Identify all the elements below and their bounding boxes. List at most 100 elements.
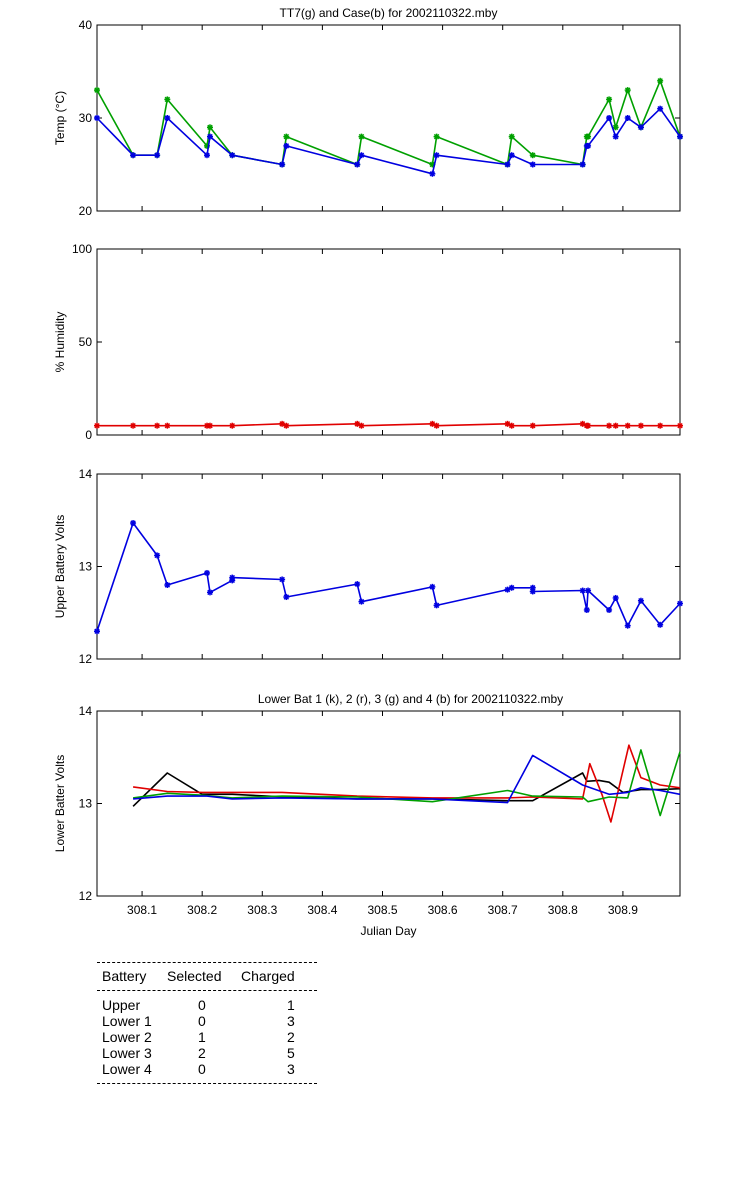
data-point-stroke: [94, 628, 100, 634]
data-point-stroke: [164, 115, 171, 121]
data-point: [677, 422, 683, 429]
header-battery: Battery: [102, 968, 147, 984]
data-point: [203, 569, 210, 576]
data-point: [229, 574, 236, 581]
data-point: [606, 606, 613, 613]
data-point: [637, 422, 644, 429]
data-point-stroke: [612, 124, 619, 131]
data-point: [624, 622, 631, 629]
series-line: [96, 80, 681, 166]
data-point-stroke: [354, 161, 360, 168]
data-point: [229, 422, 236, 429]
data-point-stroke: [94, 115, 100, 121]
data-point: [637, 124, 644, 131]
data-point: [279, 576, 286, 583]
data-point-stroke: [429, 584, 436, 590]
data-point: [130, 520, 137, 527]
data-point: [657, 77, 664, 84]
data-point-stroke: [638, 422, 644, 429]
data-point: [433, 422, 440, 429]
series-case: [94, 105, 683, 177]
row-selected: 0: [198, 1013, 206, 1029]
table-row: Lower 2 1 2: [97, 1029, 317, 1045]
data-point: [164, 582, 171, 588]
y-tick-label: 14: [79, 704, 93, 718]
data-point: [585, 422, 592, 429]
data-point: [354, 161, 361, 168]
data-point: [206, 124, 213, 131]
data-point: [677, 600, 683, 607]
series-line: [132, 744, 681, 823]
row-selected: 2: [198, 1045, 206, 1061]
data-point-stroke: [429, 421, 436, 427]
data-point: [358, 152, 365, 159]
data-point: [508, 133, 515, 140]
x-tick-label: 308.9: [608, 903, 638, 917]
row-battery: Lower 4: [102, 1061, 152, 1077]
data-point-stroke: [130, 520, 136, 526]
data-point-stroke: [508, 152, 515, 158]
data-point-stroke: [204, 570, 210, 576]
table-row: Upper 0 1: [97, 997, 317, 1013]
series-lower-2: [132, 744, 681, 823]
data-point-stroke: [433, 133, 440, 140]
x-tick-label: 308.6: [428, 903, 458, 917]
row-battery: Upper: [102, 997, 141, 1013]
data-point-stroke: [283, 143, 290, 149]
data-point: [612, 422, 619, 429]
plot-frame: [96, 248, 681, 436]
data-point: [429, 583, 436, 590]
data-point-stroke: [164, 582, 171, 588]
data-point: [529, 588, 536, 595]
data-point: [657, 105, 664, 112]
x-tick-label: 308.7: [488, 903, 518, 917]
data-point-stroke: [433, 422, 440, 429]
data-point: [529, 161, 536, 168]
data-point: [585, 587, 592, 594]
y-tick-label: 50: [79, 335, 93, 349]
table-bottom-rule: [97, 1083, 317, 1084]
row-selected: 0: [198, 1061, 206, 1077]
data-point: [358, 422, 365, 429]
row-charged: 5: [287, 1045, 295, 1061]
data-point-stroke: [354, 421, 360, 427]
x-axis-label: Julian Day: [360, 924, 416, 938]
table-header-rule: [97, 990, 317, 991]
data-point: [94, 628, 100, 635]
data-point-stroke: [207, 422, 213, 429]
row-selected: 1: [198, 1029, 206, 1045]
data-point-stroke: [624, 622, 631, 629]
y-tick-label: 20: [79, 204, 93, 218]
row-charged: 3: [287, 1061, 295, 1077]
data-point: [358, 133, 365, 140]
data-point: [612, 594, 619, 601]
data-point-stroke: [624, 87, 631, 93]
data-point: [94, 422, 100, 429]
chart-title: Lower Bat 1 (k), 2 (r), 3 (g) and 4 (b) …: [258, 692, 563, 706]
data-point-stroke: [358, 152, 365, 158]
data-point: [283, 133, 290, 140]
data-point: [612, 124, 619, 131]
data-point: [283, 422, 290, 429]
data-point: [229, 152, 236, 159]
data-point-stroke: [207, 133, 213, 140]
data-point-stroke: [130, 422, 136, 429]
data-point-stroke: [358, 133, 365, 140]
data-point-stroke: [584, 607, 590, 613]
data-point-stroke: [612, 422, 619, 429]
data-point: [206, 422, 213, 429]
x-tick-label: 308.1: [127, 903, 157, 917]
charts-figure: 20 30 40 TT7(g) and Case(b) for 2002110322.…: [53, 6, 683, 938]
data-point: [529, 152, 536, 159]
data-point: [508, 152, 515, 159]
data-point-stroke: [657, 78, 663, 84]
data-point-stroke: [657, 422, 663, 429]
y-tick-label: 40: [79, 18, 93, 32]
data-point: [279, 161, 286, 168]
table-top-rule: [97, 962, 317, 963]
data-point: [657, 621, 664, 628]
data-point-stroke: [433, 152, 440, 158]
data-point-stroke: [358, 598, 365, 605]
data-point-stroke: [624, 115, 631, 121]
x-tick-label: 308.5: [367, 903, 397, 917]
